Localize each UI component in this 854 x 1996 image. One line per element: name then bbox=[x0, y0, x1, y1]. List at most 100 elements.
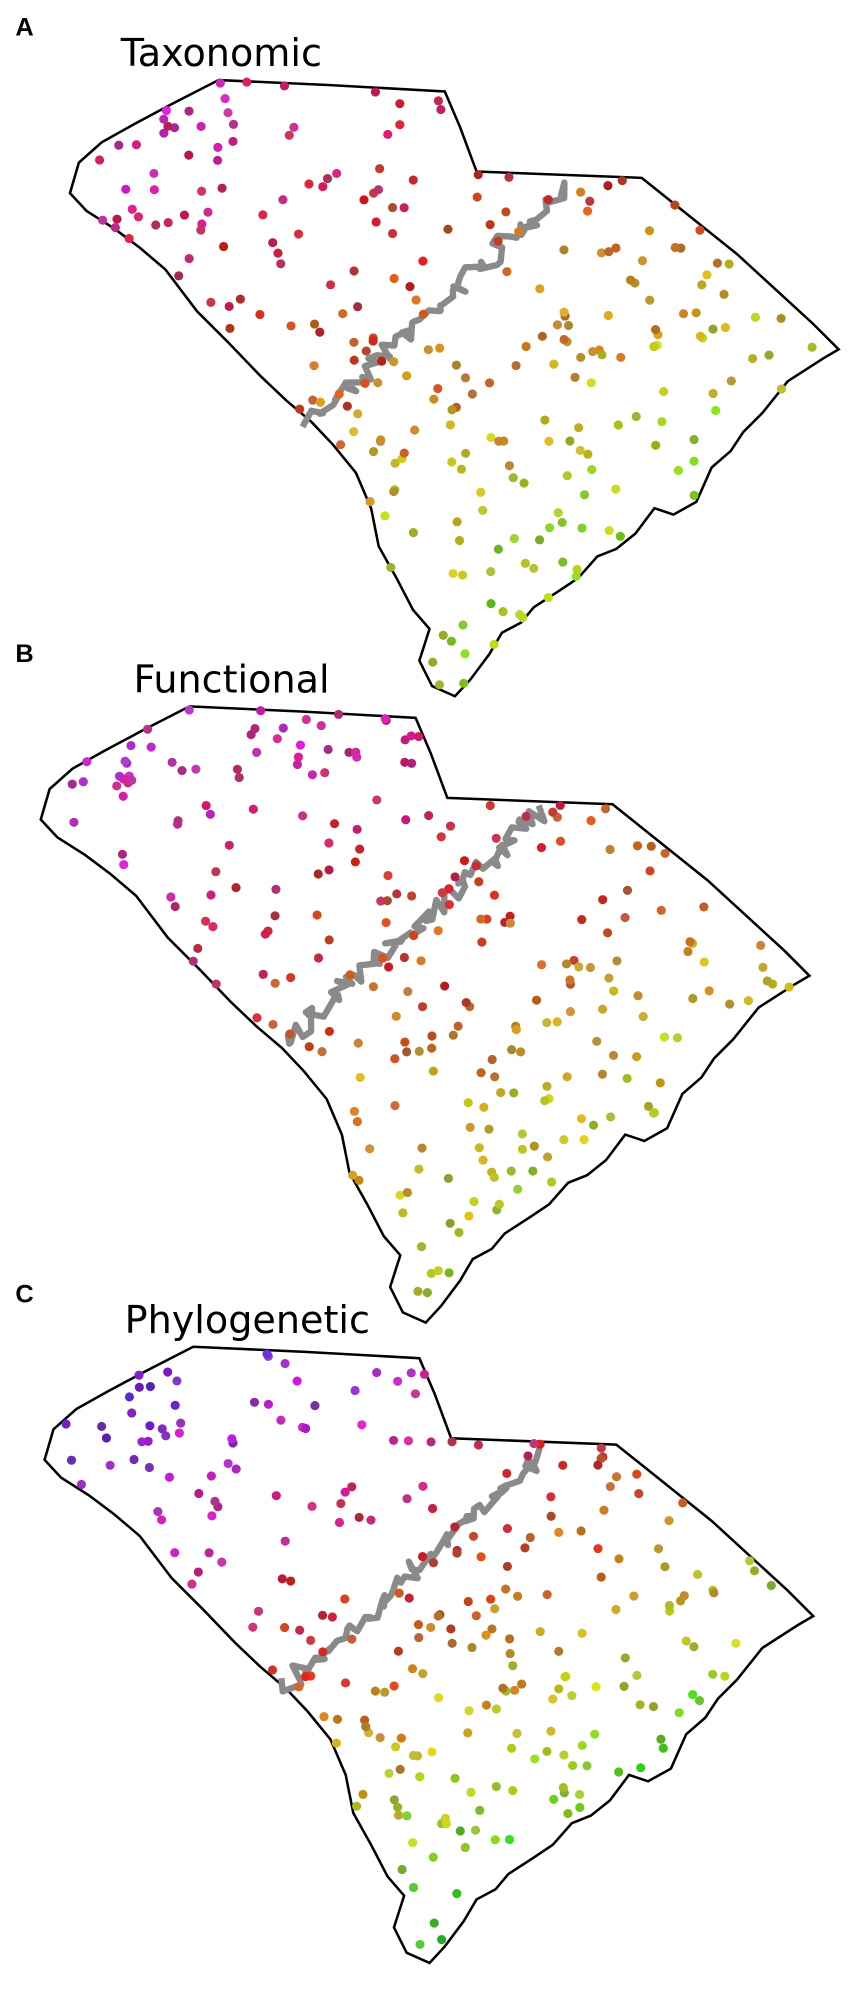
site-dot bbox=[676, 1596, 686, 1606]
site-dot bbox=[603, 181, 613, 191]
site-dot bbox=[689, 490, 699, 500]
site-dot bbox=[576, 187, 586, 197]
site-dot bbox=[620, 1653, 630, 1663]
site-dot bbox=[196, 121, 206, 131]
site-dot bbox=[361, 1722, 371, 1732]
site-dot bbox=[334, 389, 344, 399]
site-dot bbox=[544, 436, 554, 446]
site-dot bbox=[345, 970, 355, 980]
site-dot bbox=[720, 1671, 730, 1681]
site-dot bbox=[575, 1802, 585, 1813]
site-dot bbox=[349, 337, 359, 347]
site-dot bbox=[355, 1072, 365, 1082]
site-dot bbox=[444, 1268, 454, 1278]
site-dot bbox=[417, 1551, 428, 1562]
river bbox=[278, 1447, 543, 1695]
site-dot bbox=[471, 1611, 481, 1621]
site-dot bbox=[268, 238, 278, 248]
site-dot bbox=[460, 649, 470, 659]
site-dot bbox=[428, 1852, 438, 1862]
site-dot bbox=[446, 636, 456, 646]
site-dot bbox=[380, 511, 390, 521]
site-dot bbox=[502, 1468, 512, 1479]
site-dot bbox=[762, 976, 772, 986]
site-dot bbox=[614, 1554, 624, 1564]
site-dot bbox=[498, 607, 508, 617]
site-dot bbox=[702, 270, 712, 280]
site-dot bbox=[157, 1424, 167, 1434]
site-dot bbox=[450, 1773, 460, 1783]
site-dot bbox=[433, 1611, 443, 1621]
site-dot bbox=[161, 105, 171, 116]
site-dot bbox=[61, 1419, 71, 1429]
site-dot bbox=[381, 917, 391, 928]
site-dot bbox=[359, 195, 369, 205]
site-dot bbox=[408, 528, 418, 538]
site-dot bbox=[491, 1704, 501, 1714]
site-dot bbox=[387, 228, 398, 239]
site-dot bbox=[475, 1805, 485, 1815]
site-dot bbox=[313, 869, 323, 879]
site-dot bbox=[531, 995, 542, 1005]
site-dot bbox=[445, 1218, 455, 1228]
site-dot bbox=[678, 309, 689, 319]
site-dot bbox=[301, 1423, 311, 1434]
site-dot bbox=[678, 1498, 688, 1508]
site-dot bbox=[597, 1069, 608, 1079]
site-dot bbox=[491, 1781, 501, 1792]
site-dot bbox=[413, 1286, 423, 1296]
site-dot bbox=[546, 1726, 556, 1736]
site-dot bbox=[250, 723, 260, 734]
site-dot bbox=[650, 325, 661, 335]
site-dot bbox=[473, 170, 483, 180]
site-dot bbox=[477, 937, 487, 947]
site-dot bbox=[143, 1436, 153, 1446]
site-dot bbox=[373, 378, 383, 388]
site-dot bbox=[437, 1935, 447, 1945]
site-dot bbox=[360, 378, 370, 389]
site-dot bbox=[391, 1742, 401, 1752]
site-dot bbox=[465, 1122, 475, 1132]
site-dot bbox=[590, 1729, 600, 1739]
site-dot bbox=[505, 918, 515, 928]
site-dot bbox=[177, 766, 187, 776]
site-dot bbox=[597, 350, 607, 360]
site-dot bbox=[511, 1025, 521, 1035]
site-dot bbox=[756, 940, 766, 950]
site-dot bbox=[286, 1576, 296, 1586]
site-dot bbox=[406, 1368, 416, 1378]
site-dot bbox=[474, 877, 484, 887]
site-dot bbox=[572, 564, 582, 575]
site-dot bbox=[726, 376, 736, 386]
site-dot bbox=[521, 811, 531, 821]
site-dot bbox=[112, 214, 122, 224]
site-dot bbox=[234, 772, 244, 783]
site-dot bbox=[443, 224, 453, 234]
site-dot bbox=[664, 1600, 674, 1611]
site-dot bbox=[555, 800, 565, 810]
site-dot bbox=[179, 210, 190, 220]
site-dot bbox=[479, 1102, 489, 1112]
site-dot bbox=[519, 478, 529, 488]
site-dot bbox=[444, 884, 454, 894]
site-dot bbox=[428, 1066, 438, 1076]
site-dot bbox=[636, 1763, 646, 1773]
site-dot bbox=[293, 229, 304, 239]
site-dot bbox=[440, 981, 450, 991]
site-dot bbox=[324, 838, 334, 848]
site-dot bbox=[583, 206, 593, 216]
site-dot bbox=[548, 1694, 558, 1704]
site-dot bbox=[681, 1636, 691, 1646]
site-dot bbox=[422, 1288, 432, 1298]
site-dot bbox=[577, 1740, 587, 1751]
site-dot bbox=[505, 1834, 515, 1845]
site-dot bbox=[170, 1548, 180, 1558]
site-dot bbox=[394, 1588, 404, 1598]
site-dot bbox=[603, 310, 613, 321]
site-dot bbox=[427, 1043, 437, 1053]
site-dot bbox=[552, 1017, 562, 1027]
site-dot bbox=[656, 905, 666, 915]
site-dot bbox=[433, 96, 444, 106]
site-dot bbox=[599, 1505, 609, 1515]
